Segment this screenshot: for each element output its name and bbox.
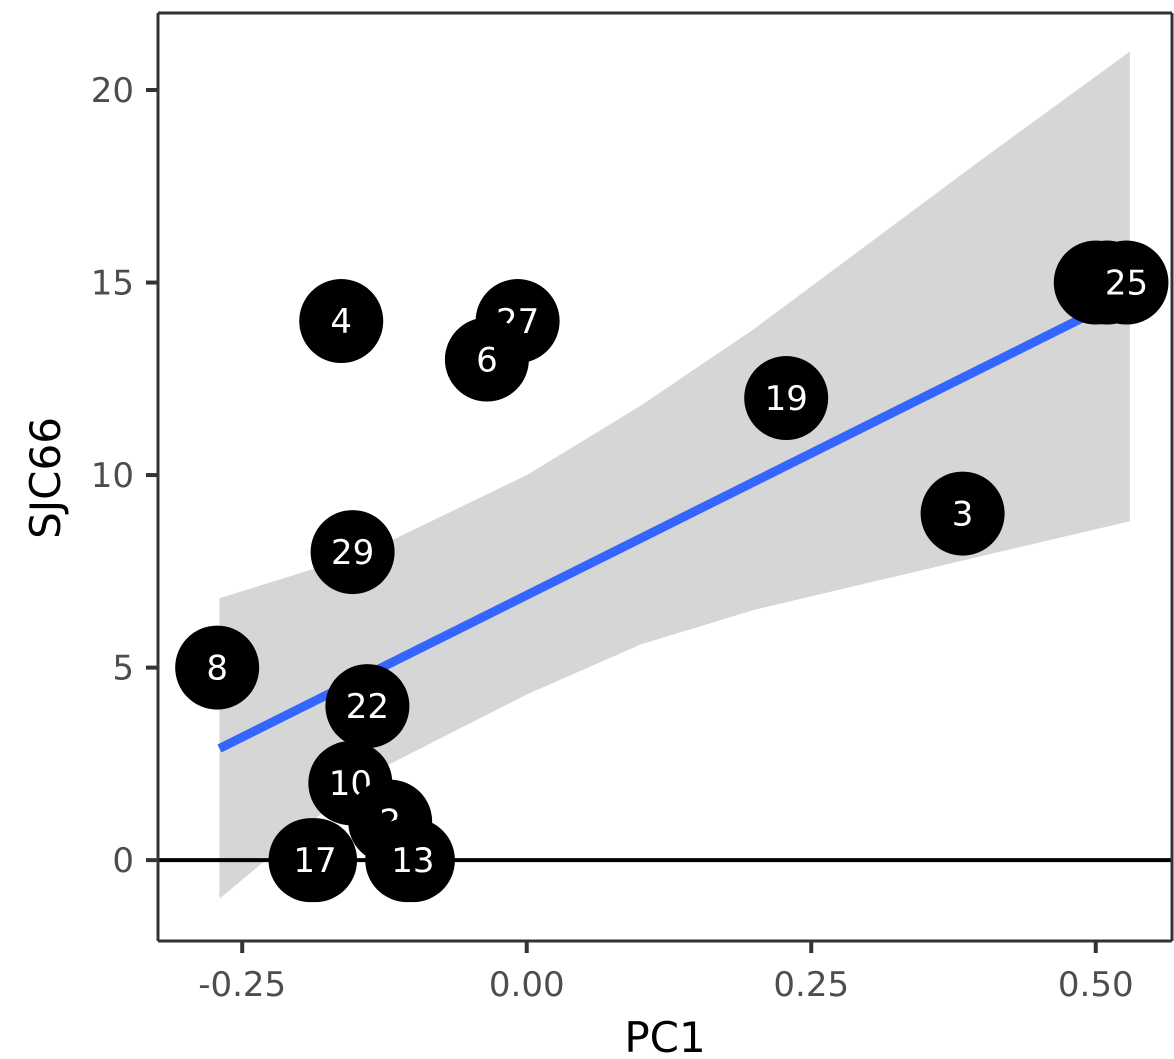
data-point-marker <box>444 317 529 402</box>
data-point-label: 25 <box>1105 264 1148 304</box>
data-point: 4 <box>299 279 384 364</box>
y-tick-label: 20 <box>91 71 134 111</box>
axes-layer: -0.25 0.00 0.25 0.50 0 5 10 15 20 <box>91 11 1174 1005</box>
data-point-marker <box>273 818 358 903</box>
data-point-label: 4 <box>330 302 352 342</box>
y-axis-title: SJC66 <box>21 417 70 539</box>
x-tick-label: 0.25 <box>773 965 849 1005</box>
data-point-label: 3 <box>952 495 974 535</box>
data-point: 13 <box>370 818 455 903</box>
data-point-marker <box>1084 240 1169 325</box>
data-point-marker <box>325 664 410 749</box>
data-point-label: 17 <box>293 841 336 881</box>
x-tick-label: -0.25 <box>198 965 286 1005</box>
y-tick-label: 15 <box>91 264 134 304</box>
data-point: 6 <box>444 317 529 402</box>
y-tick-label: 5 <box>112 649 134 689</box>
data-point-label: 29 <box>331 533 374 573</box>
confidence-ribbon-layer <box>219 51 1130 899</box>
data-point-marker <box>175 625 260 710</box>
x-tick-label: 0.00 <box>489 965 565 1005</box>
x-axis-title: PC1 <box>624 1013 705 1059</box>
data-point: 3 <box>920 471 1005 556</box>
data-point: 22 <box>325 664 410 749</box>
points-layer: 42761912242532982210215172113 <box>175 240 1169 903</box>
data-point: 29 <box>310 510 395 595</box>
data-point: 8 <box>175 625 260 710</box>
x-tick-label: 0.50 <box>1058 965 1134 1005</box>
data-point-marker <box>920 471 1005 556</box>
data-point-label: 6 <box>476 341 498 381</box>
data-point: 25 <box>1084 240 1169 325</box>
data-point: 19 <box>744 356 829 441</box>
data-point-marker <box>310 510 395 595</box>
y-tick-label: 0 <box>112 841 134 881</box>
data-point: 17 <box>273 818 358 903</box>
data-point-label: 19 <box>765 379 808 419</box>
data-point-label: 13 <box>391 841 434 881</box>
data-point-label: 8 <box>206 649 228 689</box>
data-point-marker <box>744 356 829 441</box>
data-point-label: 22 <box>346 687 389 727</box>
data-point-marker <box>299 279 384 364</box>
y-tick-label: 10 <box>91 456 134 496</box>
confidence-ribbon <box>219 51 1130 899</box>
data-point-marker <box>370 818 455 903</box>
